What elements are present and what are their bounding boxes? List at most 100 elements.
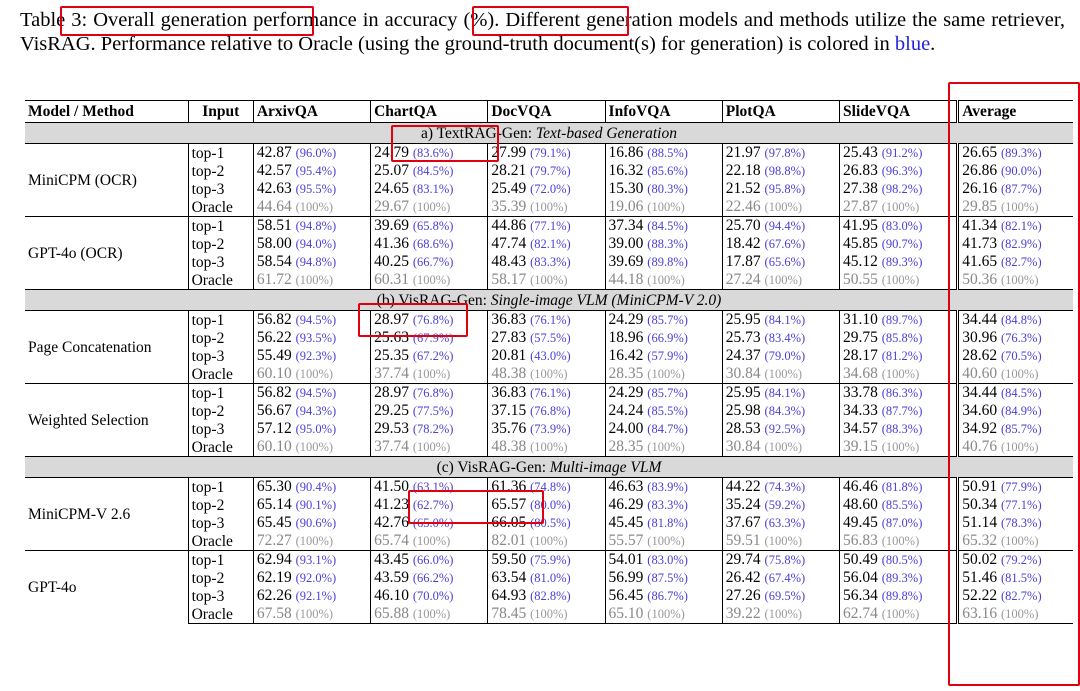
score-value: 27.26 [725, 587, 761, 604]
score-cell: 31.10 (89.7%) [839, 310, 958, 329]
score-cell: 25.49 (72.0%) [487, 180, 606, 198]
score-value: 25.73 [725, 329, 761, 346]
score-value: 22.18 [725, 162, 761, 179]
relative-percentage: (43.0%) [530, 349, 571, 363]
score-cell: 24.29 (85.7%) [604, 383, 723, 402]
score-cell: 16.86 (88.5%) [604, 143, 723, 162]
score-cell: 21.97 (97.8%) [721, 143, 840, 162]
score-value: 65.30 [256, 478, 292, 495]
score-value: 26.83 [843, 162, 878, 179]
score-value: 56.99 [608, 569, 644, 586]
relative-percentage: (82.1%) [1001, 219, 1042, 233]
score-cell: 34.33 (87.7%) [839, 402, 958, 420]
score-cell: 39.22 (100%) [721, 605, 840, 624]
score-cell: 37.74 (100%) [370, 365, 488, 384]
score-cell: 42.87 (96.0%) [252, 143, 371, 162]
input-type: Oracle [187, 365, 254, 384]
score-value: 56.34 [843, 587, 878, 604]
score-value: 29.53 [374, 420, 409, 437]
table-row: top-2 56.22 (93.5%) 25.63 (67.9%) 27.83 (57… [25, 329, 1073, 347]
table-row: top-2 42.57 (95.4%) 25.07 (84.5%) 28.21 (79… [25, 162, 1073, 180]
score-value: 26.42 [725, 569, 761, 586]
relative-percentage: (94.4%) [764, 219, 806, 233]
score-cell: 65.30 (90.4%) [252, 477, 371, 496]
input-type: top-1 [187, 143, 254, 162]
input-type: top-2 [187, 569, 254, 587]
score-value: 46.46 [843, 478, 878, 495]
model-name: Weighted Selection [25, 383, 189, 457]
relative-percentage: (100%) [764, 367, 803, 381]
relative-percentage: (77.1%) [1001, 498, 1042, 512]
score-value: 27.99 [491, 144, 527, 161]
score-cell: 37.15 (76.8%) [487, 402, 606, 420]
relative-percentage: (87.0%) [881, 516, 923, 530]
score-cell: 60.10 (100%) [252, 365, 371, 384]
score-value: 62.74 [843, 605, 878, 622]
score-value: 41.65 [962, 253, 998, 270]
score-value: 39.69 [374, 217, 409, 234]
score-cell: 61.72 (100%) [252, 271, 371, 290]
input-type: top-3 [187, 347, 254, 365]
relative-percentage: (88.3%) [647, 237, 688, 251]
score-cell: 65.14 (90.1%) [252, 496, 371, 514]
input-type: Oracle [187, 271, 254, 290]
relative-percentage: (76.3%) [1001, 331, 1042, 345]
score-value: 82.01 [491, 532, 527, 549]
score-value: 15.30 [608, 180, 644, 197]
score-cell: 26.65 (89.3%) [956, 143, 1073, 162]
score-cell: 50.91 (77.9%) [956, 477, 1073, 496]
score-cell: 39.69 (65.8%) [370, 216, 488, 235]
score-value: 41.95 [843, 217, 878, 234]
relative-percentage: (92.5%) [764, 422, 806, 436]
score-cell: 55.57 (100%) [604, 532, 723, 551]
table-row: Oracle 60.10 (100%) 37.74 (100%) 48.38 (100… [25, 438, 1073, 457]
model-name: MiniCPM (OCR) [28, 171, 137, 189]
table-row: Oracle 61.72 (100%) 60.31 (100%) 58.17 (100… [25, 271, 1073, 290]
relative-percentage: (100%) [764, 607, 803, 621]
input-type: top-1 [187, 310, 254, 329]
relative-percentage: (70.0%) [412, 589, 454, 603]
score-value: 50.91 [962, 478, 998, 495]
relative-percentage: (100%) [1001, 440, 1039, 454]
score-value: 55.49 [256, 347, 292, 364]
table-row: MiniCPM (OCR) top-1 42.87 (96.0%) 24.79 (83… [25, 143, 1073, 189]
relative-percentage: (63.1%) [412, 480, 454, 494]
score-cell: 49.45 (87.0%) [839, 514, 958, 532]
score-value: 65.32 [962, 532, 998, 549]
score-cell: 50.49 (80.5%) [839, 550, 958, 569]
score-cell: 34.44 (84.5%) [956, 383, 1073, 402]
relative-percentage: (85.6%) [647, 164, 688, 178]
relative-percentage: (81.8%) [647, 516, 688, 530]
score-cell: 48.43 (83.3%) [487, 253, 606, 271]
score-value: 42.57 [256, 162, 292, 179]
score-cell: 42.63 (95.5%) [252, 180, 371, 198]
relative-percentage: (100%) [295, 440, 334, 454]
score-cell: 25.35 (67.2%) [370, 347, 488, 365]
column-header-model-method: Model / Method [25, 100, 189, 123]
score-value: 65.57 [491, 496, 527, 513]
score-value: 35.39 [491, 198, 527, 215]
relative-percentage: (100%) [412, 273, 451, 287]
score-value: 26.65 [962, 144, 998, 161]
score-cell: 56.04 (89.3%) [839, 569, 958, 587]
input-type: top-3 [187, 420, 254, 438]
score-cell: 46.46 (81.8%) [839, 477, 958, 496]
score-cell: 42.57 (95.4%) [252, 162, 371, 180]
score-cell: 45.85 (90.7%) [839, 235, 958, 253]
score-cell: 27.83 (57.5%) [487, 329, 606, 347]
score-value: 28.97 [374, 384, 409, 401]
model-name: Page Concatenation [28, 338, 152, 356]
score-value: 37.74 [374, 365, 409, 382]
column-header-arxivqa: ArxivQA [252, 100, 371, 123]
score-cell: 50.34 (77.1%) [956, 496, 1073, 514]
score-cell: 51.14 (78.3%) [956, 514, 1073, 532]
score-value: 50.55 [843, 271, 878, 288]
score-cell: 72.27 (100%) [252, 532, 371, 551]
score-cell: 24.00 (84.7%) [604, 420, 723, 438]
score-value: 16.86 [608, 144, 644, 161]
score-cell: 34.44 (84.8%) [956, 310, 1073, 329]
score-cell: 29.67 (100%) [370, 198, 488, 217]
score-value: 50.36 [962, 271, 998, 288]
score-value: 47.74 [491, 235, 527, 252]
score-value: 18.42 [725, 235, 761, 252]
